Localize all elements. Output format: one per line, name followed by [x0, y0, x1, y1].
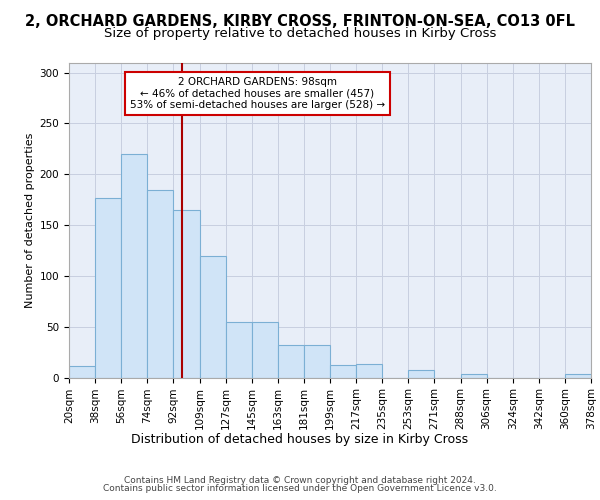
Bar	[252, 322, 278, 378]
Bar	[173, 210, 199, 378]
Bar	[69, 366, 95, 378]
Bar	[121, 154, 148, 378]
Text: Contains public sector information licensed under the Open Government Licence v3: Contains public sector information licen…	[103, 484, 497, 493]
Bar	[356, 364, 382, 378]
Bar	[278, 345, 304, 378]
Bar	[461, 374, 487, 378]
Bar	[95, 198, 121, 378]
Text: 2 ORCHARD GARDENS: 98sqm
← 46% of detached houses are smaller (457)
53% of semi-: 2 ORCHARD GARDENS: 98sqm ← 46% of detach…	[130, 76, 385, 110]
Bar	[199, 256, 226, 378]
Text: Distribution of detached houses by size in Kirby Cross: Distribution of detached houses by size …	[131, 432, 469, 446]
Y-axis label: Number of detached properties: Number of detached properties	[25, 132, 35, 308]
Bar	[409, 370, 434, 378]
Text: 2, ORCHARD GARDENS, KIRBY CROSS, FRINTON-ON-SEA, CO13 0FL: 2, ORCHARD GARDENS, KIRBY CROSS, FRINTON…	[25, 14, 575, 29]
Bar	[226, 322, 252, 378]
Bar	[148, 190, 173, 378]
Text: Contains HM Land Registry data © Crown copyright and database right 2024.: Contains HM Land Registry data © Crown c…	[124, 476, 476, 485]
Text: Size of property relative to detached houses in Kirby Cross: Size of property relative to detached ho…	[104, 27, 496, 40]
Bar	[565, 374, 591, 378]
Bar	[330, 366, 356, 378]
Bar	[304, 345, 330, 378]
